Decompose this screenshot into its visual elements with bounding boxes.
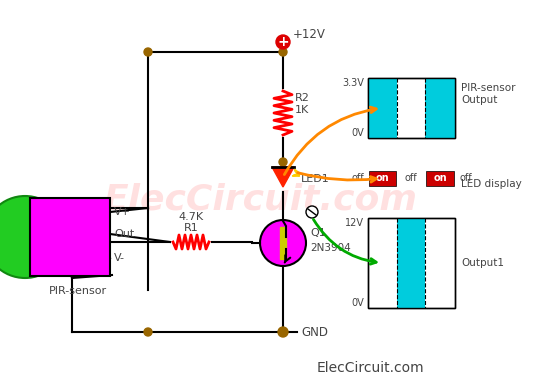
Circle shape bbox=[276, 35, 290, 49]
Text: 4.7K: 4.7K bbox=[178, 212, 204, 222]
Text: PIR-sensor: PIR-sensor bbox=[461, 83, 515, 93]
Circle shape bbox=[279, 48, 287, 56]
Text: +12V: +12V bbox=[293, 27, 326, 41]
Text: R1: R1 bbox=[184, 223, 199, 233]
Circle shape bbox=[144, 48, 152, 56]
Bar bbox=[369, 171, 396, 186]
Text: 0V: 0V bbox=[351, 128, 364, 138]
Bar bbox=[30, 198, 110, 276]
Bar bbox=[368, 78, 455, 138]
Text: Q1: Q1 bbox=[310, 228, 326, 238]
Bar bbox=[280, 227, 286, 259]
Bar bbox=[368, 218, 455, 308]
Bar bbox=[368, 78, 455, 138]
Circle shape bbox=[278, 327, 288, 337]
Text: 3.3V: 3.3V bbox=[342, 78, 364, 88]
Text: R2: R2 bbox=[295, 93, 310, 103]
Text: off: off bbox=[351, 173, 364, 183]
Text: V-: V- bbox=[114, 253, 125, 263]
Circle shape bbox=[144, 328, 152, 336]
Text: PIR-sensor: PIR-sensor bbox=[49, 286, 107, 296]
Text: V+: V+ bbox=[114, 207, 131, 217]
Circle shape bbox=[306, 206, 318, 218]
Text: Output1: Output1 bbox=[461, 258, 504, 268]
Text: GND: GND bbox=[301, 325, 328, 339]
Text: on: on bbox=[433, 173, 447, 183]
Circle shape bbox=[260, 220, 306, 266]
Text: 12V: 12V bbox=[345, 218, 364, 228]
Circle shape bbox=[0, 196, 66, 278]
Text: Out: Out bbox=[114, 229, 134, 239]
Text: off: off bbox=[459, 173, 472, 183]
Text: +: + bbox=[277, 35, 289, 49]
Text: off: off bbox=[405, 173, 417, 183]
Bar bbox=[426, 171, 454, 186]
Text: ElecCircuit.com: ElecCircuit.com bbox=[316, 361, 424, 375]
Text: LED1: LED1 bbox=[301, 174, 330, 184]
Text: Output: Output bbox=[461, 95, 497, 105]
Text: 2N3904: 2N3904 bbox=[310, 243, 351, 253]
Bar bbox=[368, 78, 397, 138]
Text: 1K: 1K bbox=[295, 105, 309, 115]
Text: on: on bbox=[375, 173, 389, 183]
Text: ElecCircuit.com: ElecCircuit.com bbox=[103, 183, 417, 217]
Polygon shape bbox=[272, 167, 294, 187]
Bar bbox=[368, 218, 455, 308]
Circle shape bbox=[279, 328, 287, 336]
Text: 0V: 0V bbox=[351, 298, 364, 308]
Circle shape bbox=[279, 158, 287, 166]
Bar bbox=[397, 218, 425, 308]
Bar bbox=[425, 78, 455, 138]
Text: LED display: LED display bbox=[461, 179, 522, 189]
